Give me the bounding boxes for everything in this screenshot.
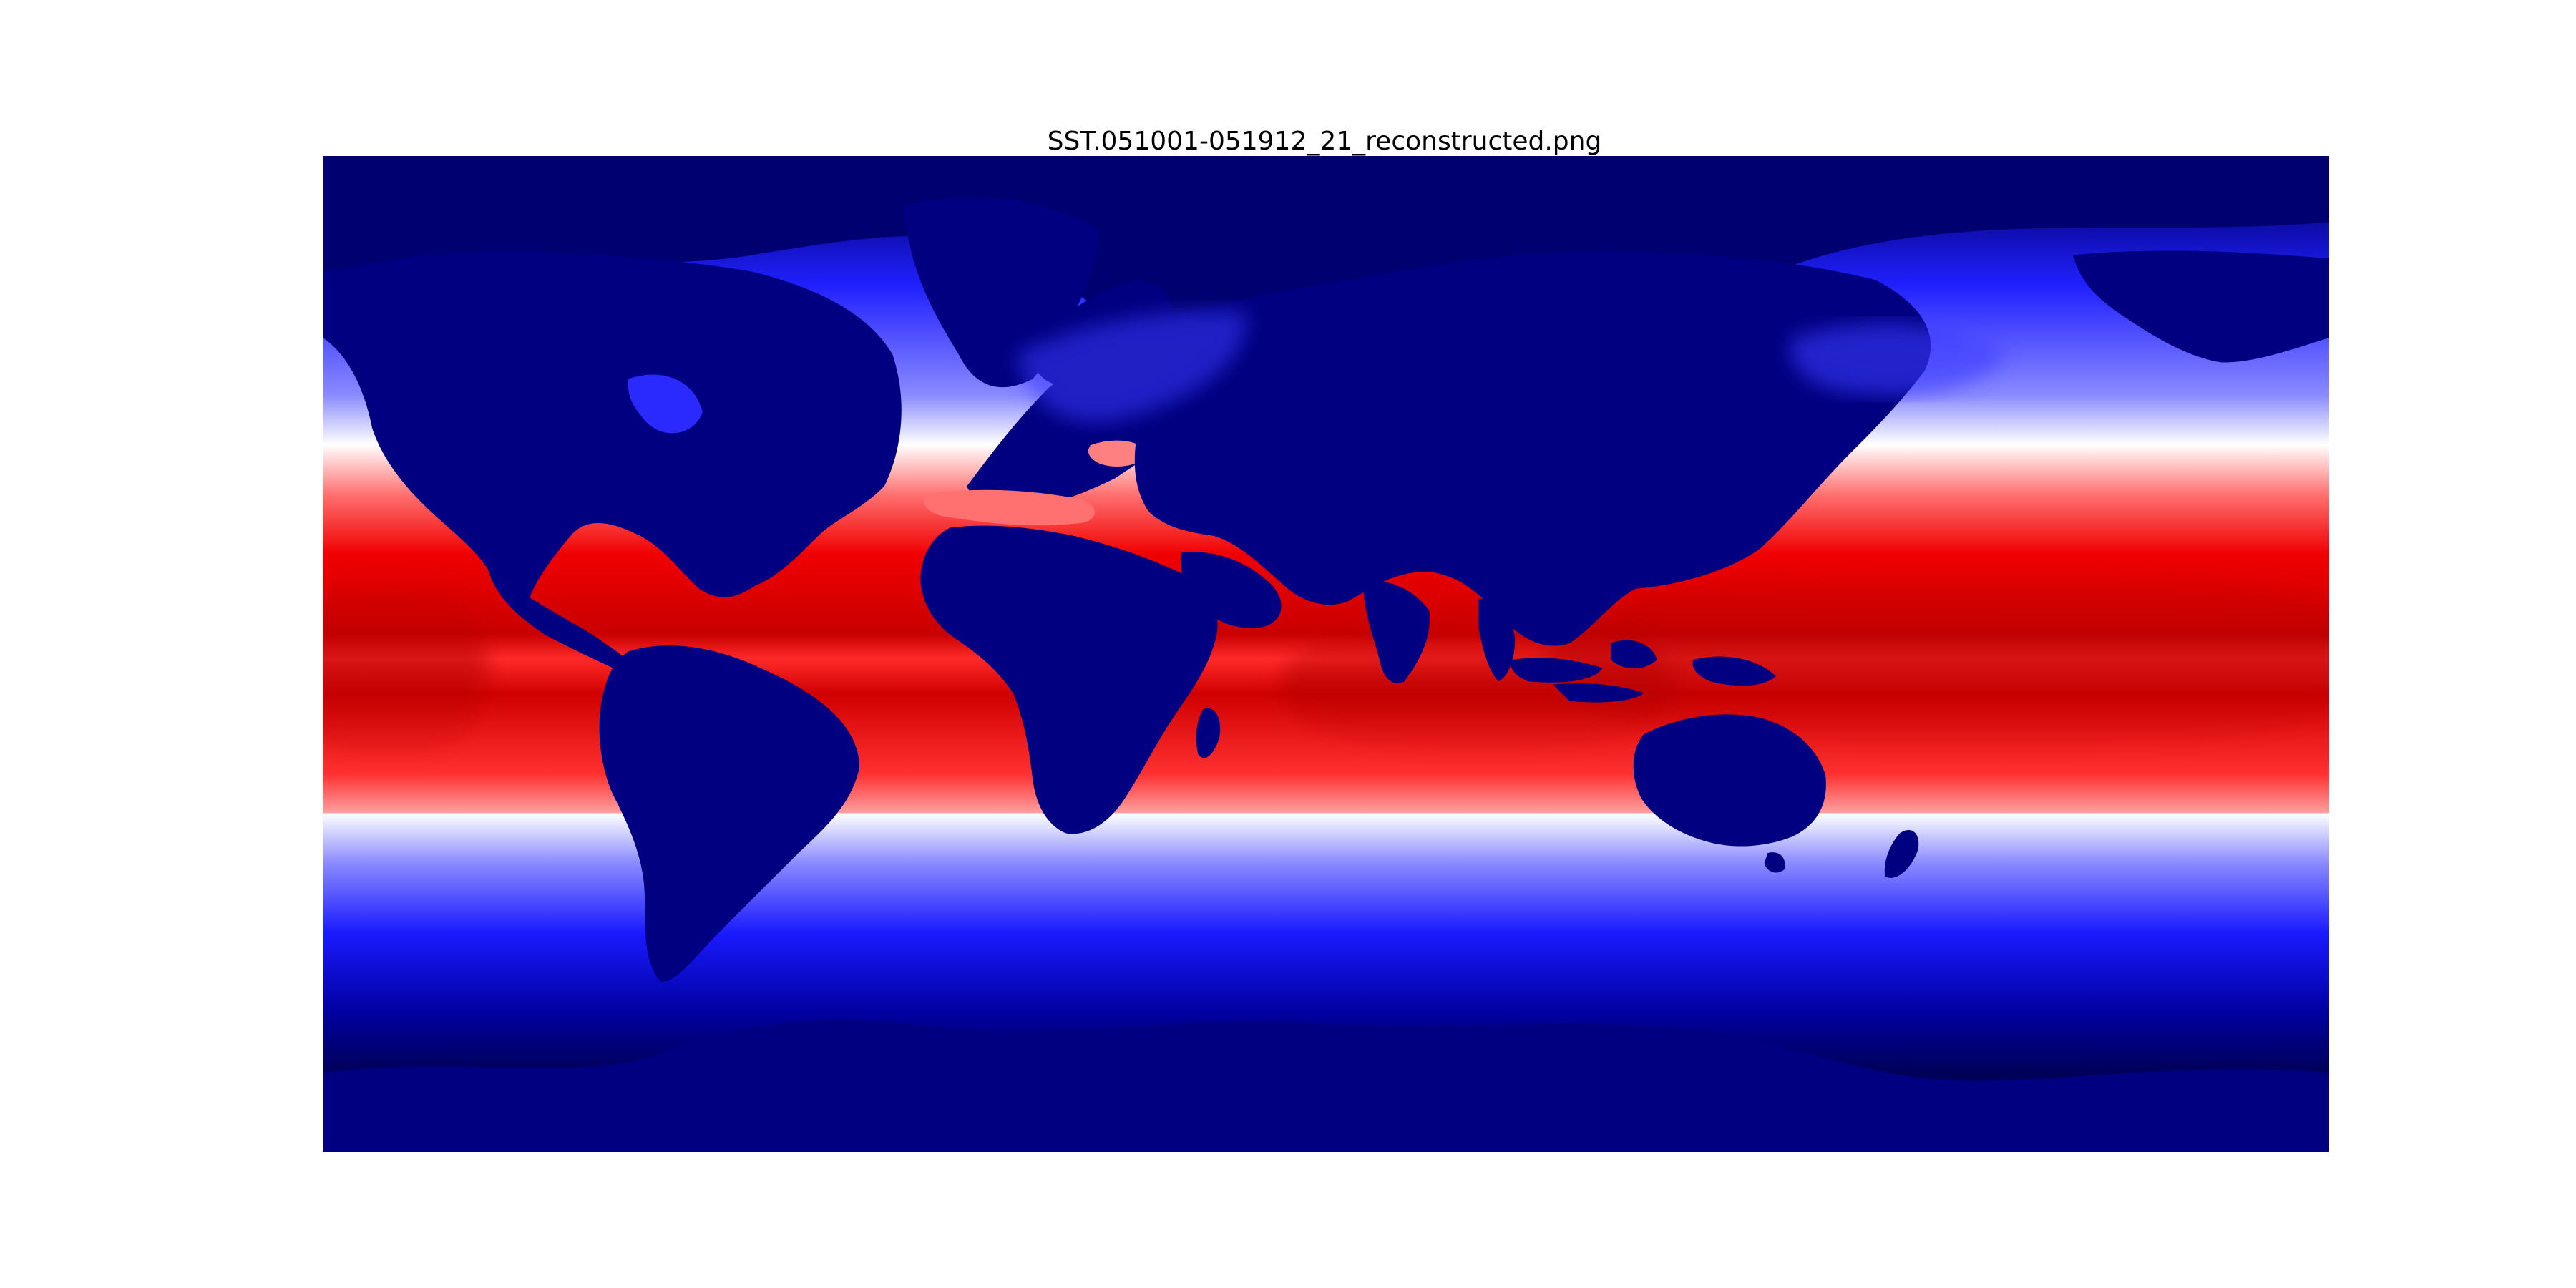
madagascar [1196, 708, 1221, 758]
borneo [1611, 640, 1657, 669]
figure-title: SST.051001-051912_21_reconstructed.png [1047, 127, 1602, 156]
east-pacific-warm [323, 569, 488, 768]
indonesia-java [1553, 683, 1644, 703]
pacific-warm-pool [1544, 560, 2329, 759]
mediterranean-sea [923, 489, 1095, 526]
asia [1134, 252, 1931, 646]
southeast-asia [1478, 598, 1516, 682]
north-atlantic-cold [1016, 311, 1248, 422]
south-america [599, 645, 860, 982]
arctic-region [323, 156, 2329, 404]
australia [1633, 714, 1826, 847]
indonesia-sumatra [1511, 658, 1603, 683]
black-sea [1088, 440, 1148, 467]
japan [1631, 450, 1665, 517]
alaska [2073, 250, 2329, 363]
new-guinea [1692, 656, 1776, 686]
north-pacific-cold [1790, 323, 2007, 396]
sst-map-svg [323, 156, 2329, 1152]
antarctica [323, 1020, 2329, 1152]
central-america [487, 569, 628, 672]
africa [920, 525, 1218, 834]
indian-warm-pool [1280, 610, 1677, 759]
north-america [323, 251, 902, 600]
tasmania [1764, 852, 1785, 873]
sst-map [323, 156, 2329, 1152]
hudson-bay [628, 374, 703, 434]
new-zealand [1884, 829, 1919, 878]
india [1362, 580, 1430, 683]
